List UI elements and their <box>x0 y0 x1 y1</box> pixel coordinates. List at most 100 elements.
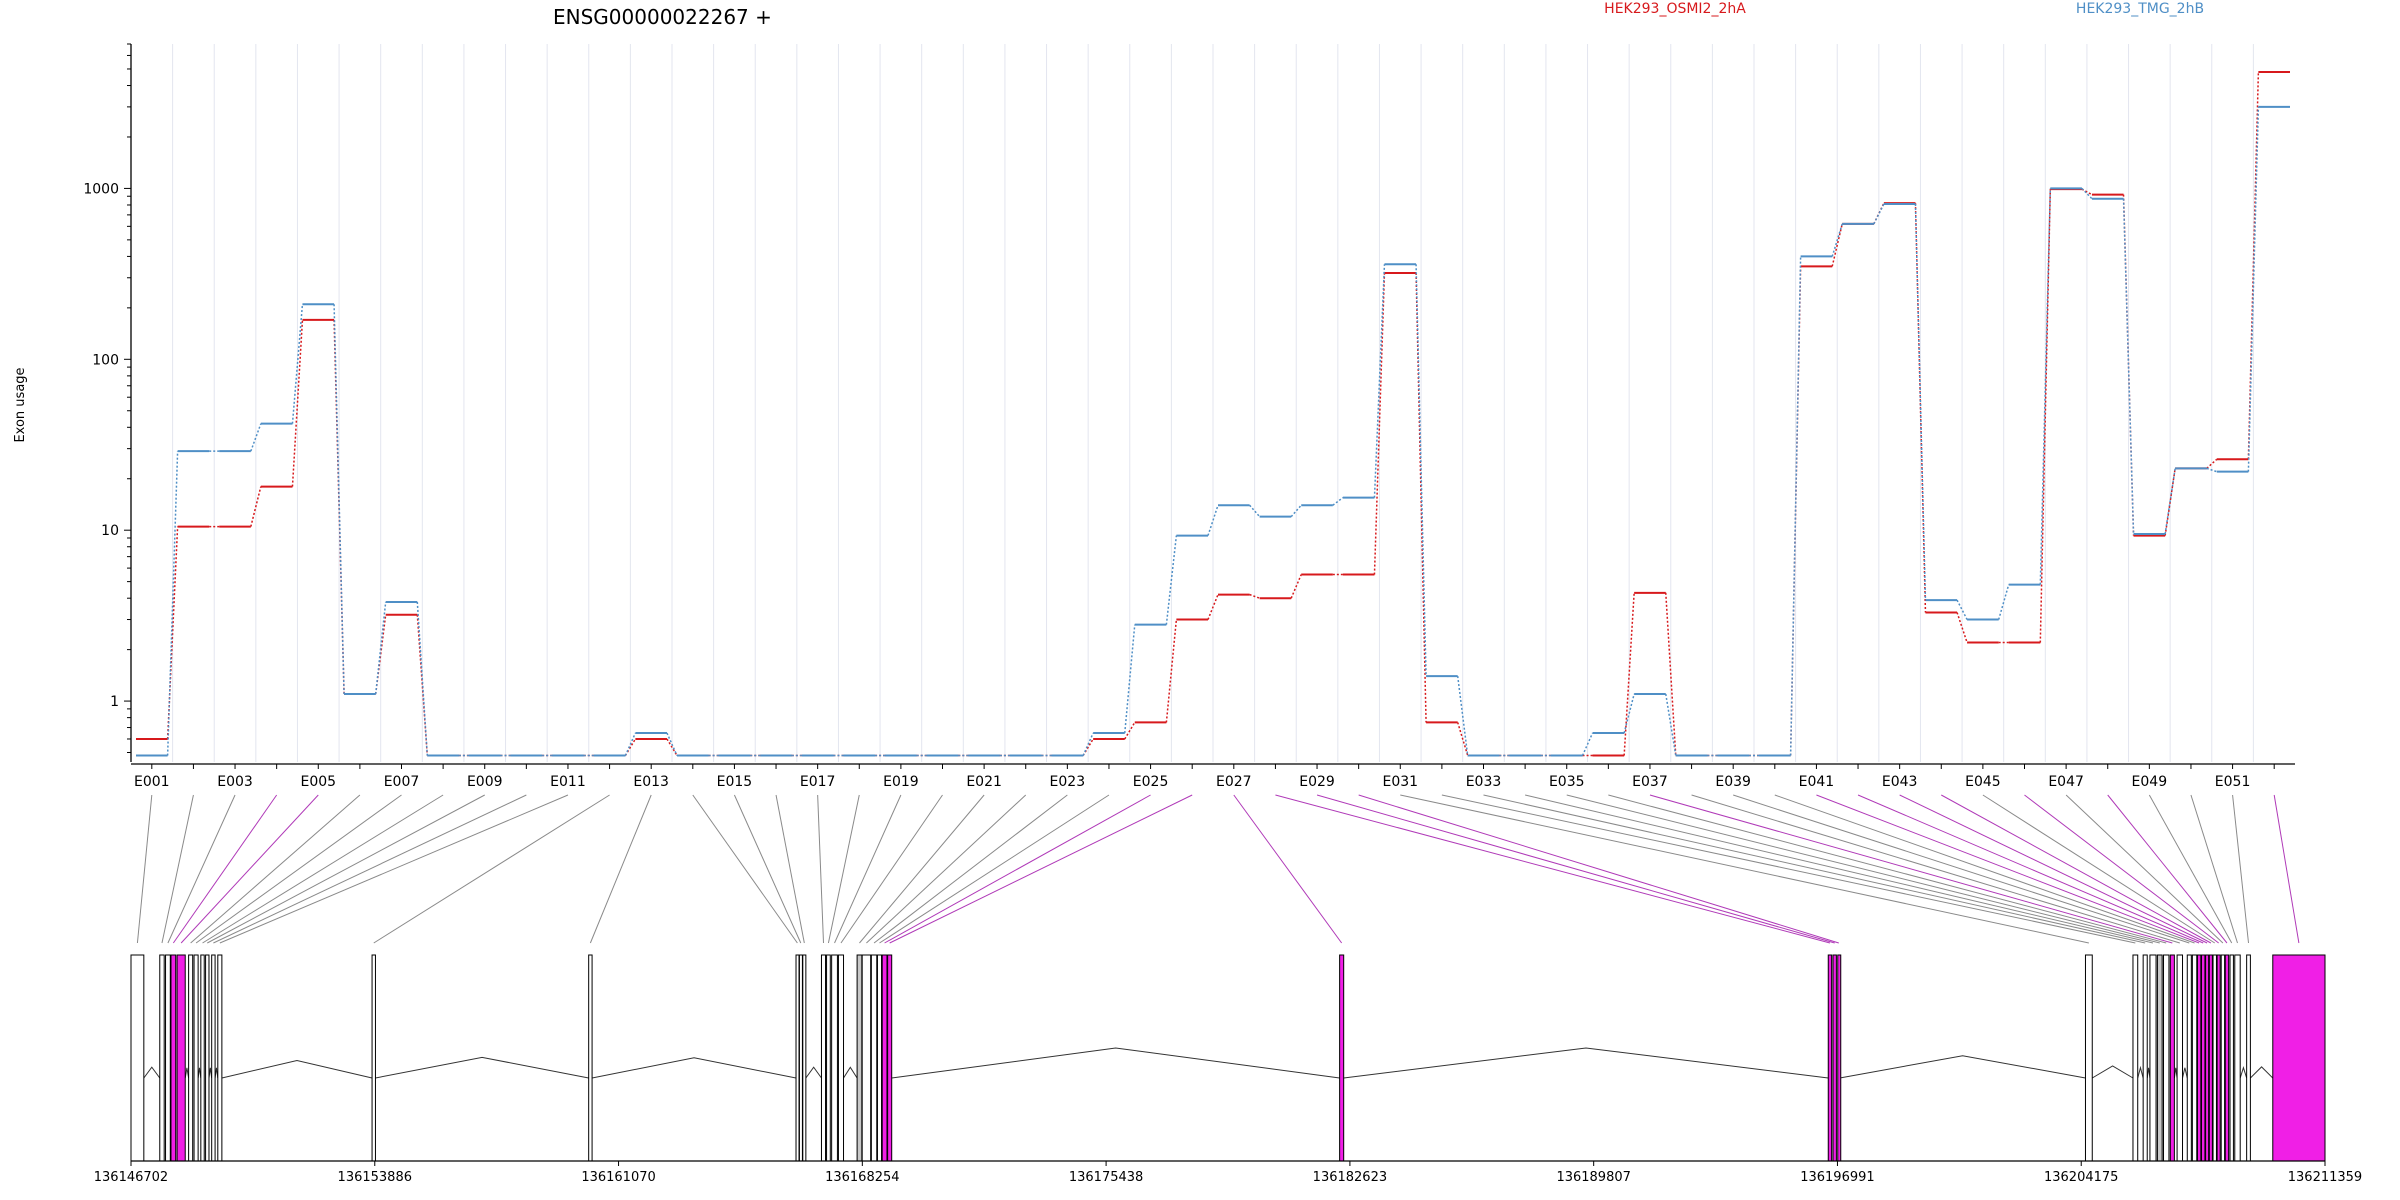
coord-tick-label: 136204175 <box>2044 1170 2118 1185</box>
exon-box <box>2220 954 2226 1162</box>
connector-line <box>2190 794 2238 944</box>
intron-line <box>843 1066 858 1079</box>
x-tick-label: E009 <box>467 774 503 790</box>
series-connector <box>1249 504 1261 518</box>
series-connector <box>1831 223 1843 257</box>
series-connector <box>1789 256 1802 756</box>
chart-title: ENSG00000022267 + <box>553 5 772 29</box>
connector-line <box>2273 794 2300 944</box>
connector-line <box>1275 794 1831 944</box>
connector-line <box>1899 794 2208 944</box>
connector-line <box>1774 794 2195 944</box>
x-tick-label: E033 <box>1466 774 1502 790</box>
connector-line <box>180 794 319 944</box>
exon-box <box>2149 954 2157 1162</box>
connector-line <box>589 794 652 944</box>
connector-line <box>866 794 1027 944</box>
x-tick-label: E007 <box>384 774 420 790</box>
exon-box <box>876 954 883 1162</box>
exon-box <box>2191 954 2198 1162</box>
exon-box <box>2216 954 2221 1162</box>
coord-tick-label: 136211359 <box>2288 1170 2362 1185</box>
series-connector <box>1581 732 1594 756</box>
exon-box <box>2196 954 2202 1162</box>
connector-line <box>1316 794 1835 944</box>
exon-box <box>2142 954 2148 1162</box>
exon-connector-lines <box>136 794 2300 944</box>
connector-line <box>2148 794 2233 944</box>
x-tick-label: E043 <box>1882 774 1918 790</box>
intron-line <box>891 1047 1340 1079</box>
exon-box <box>1832 954 1837 1162</box>
exon-box <box>371 954 376 1162</box>
series-connector <box>1665 592 1677 756</box>
exon-box <box>193 954 199 1162</box>
x-tick-label: E003 <box>217 774 253 790</box>
gene-model <box>130 954 2326 1162</box>
x-tick-label: E015 <box>717 774 753 790</box>
series-connector <box>1623 592 1635 756</box>
x-tick-label: E013 <box>633 774 669 790</box>
exon-box <box>1827 954 1833 1162</box>
connector-line <box>1525 794 2154 944</box>
y-tick-label: 1 <box>110 694 119 710</box>
exon-box <box>159 954 165 1162</box>
intron-line <box>805 1066 822 1079</box>
exon-box <box>802 954 807 1162</box>
exon-box <box>1837 954 1842 1162</box>
x-tick-label: E029 <box>1299 774 1335 790</box>
intron-line <box>184 1067 190 1079</box>
exon-box <box>798 954 803 1162</box>
exon-box <box>2212 954 2217 1162</box>
exon-box <box>130 954 145 1162</box>
connector-line <box>889 794 1193 944</box>
coord-tick-label: 136161070 <box>581 1170 655 1185</box>
x-tick-label: E005 <box>300 774 336 790</box>
connector-line <box>733 794 802 944</box>
x-tick-label: E045 <box>1965 774 2001 790</box>
series-connector <box>1831 223 1843 267</box>
series-lines <box>136 71 2290 757</box>
legend-entry-2: HEK293_TMG_2hB <box>2076 1 2204 17</box>
series-connector <box>2164 468 2176 535</box>
x-tick-label: E019 <box>883 774 919 790</box>
connector-line <box>1400 794 2089 944</box>
connector-line <box>213 794 527 944</box>
series-connector <box>1415 264 1427 677</box>
connector-line <box>884 794 1151 944</box>
x-tick-label: E031 <box>1382 774 1418 790</box>
intron-line <box>143 1066 161 1079</box>
exon-box <box>887 954 893 1162</box>
connector-line <box>2065 794 2224 944</box>
legend-entry-1: HEK293_OSMI2_2hA <box>1604 1 1746 17</box>
exon-box <box>211 954 216 1162</box>
connector-line <box>1566 794 2160 944</box>
exon-box <box>2272 954 2326 1162</box>
intron-line <box>2250 1066 2274 1079</box>
series-connector <box>416 614 429 756</box>
connector-line <box>172 794 278 944</box>
series-connector <box>1623 693 1635 734</box>
x-tick-label: E027 <box>1216 774 1252 790</box>
exon-box <box>2186 954 2192 1162</box>
series-connector <box>1290 574 1302 599</box>
exon-box <box>861 954 872 1162</box>
intron-line <box>2091 1065 2134 1079</box>
exon-box <box>831 954 838 1162</box>
connector-line <box>2107 794 2228 944</box>
series-connector <box>250 486 262 527</box>
exon-box <box>200 954 205 1162</box>
series-connector <box>2206 467 2218 473</box>
connector-line <box>879 794 1110 944</box>
connector-line <box>1483 794 2146 944</box>
series-connector <box>624 732 637 756</box>
connector-line <box>840 794 943 944</box>
exon-box <box>2084 954 2093 1162</box>
exon-box <box>2169 954 2175 1162</box>
series-connector <box>1165 619 1178 723</box>
series-connector <box>1290 504 1302 518</box>
series-connector <box>1373 264 1386 498</box>
connector-line <box>167 794 236 944</box>
connector-line <box>1233 794 1343 944</box>
x-tick-label: E035 <box>1549 774 1585 790</box>
